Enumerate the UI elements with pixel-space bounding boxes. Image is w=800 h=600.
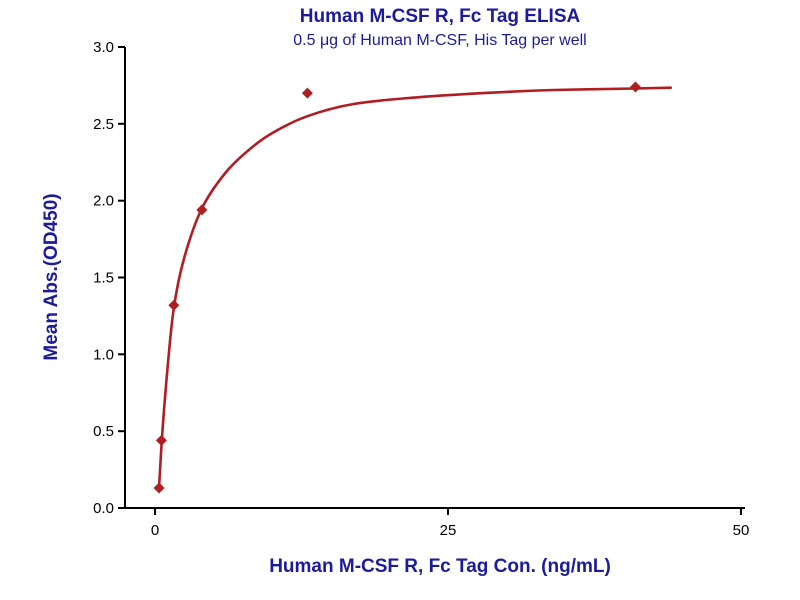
data-point-diamond <box>630 81 641 93</box>
x-axis-ticks: 0 25 50 <box>151 508 750 539</box>
data-point-diamond <box>153 482 165 494</box>
x-tick-label: 25 <box>440 522 457 539</box>
y-tick-label: 3.0 <box>93 39 114 56</box>
y-tick-label: 2.0 <box>93 193 114 210</box>
chart-title: Human M-CSF R, Fc Tag ELISA <box>299 6 581 27</box>
data-point-diamond <box>196 204 208 216</box>
x-tick-label: 50 <box>733 522 750 539</box>
data-point-diamond <box>168 299 180 311</box>
y-axis-ticks: 0.0 0.5 1.0 1.5 2.0 2.5 3.0 <box>93 39 125 517</box>
fit-curve <box>157 86 672 488</box>
y-tick-label: 0.0 <box>93 500 114 517</box>
chart-subtitle: 0.5 μg of Human M-CSF, His Tag per well <box>293 32 587 49</box>
data-point-diamond <box>301 87 313 99</box>
y-tick-label: 1.0 <box>93 346 114 363</box>
y-tick-label: 2.5 <box>93 116 114 133</box>
data-series <box>153 81 641 494</box>
y-tick-label: 0.5 <box>93 423 114 440</box>
y-tick-label: 1.5 <box>93 270 114 287</box>
x-tick-label: 0 <box>151 522 159 539</box>
data-point-diamond <box>155 434 167 446</box>
y-axis-label: Mean Abs.(OD450) <box>41 193 62 361</box>
axes <box>124 47 745 509</box>
x-axis-label: Human M-CSF R, Fc Tag Con. (ng/mL) <box>269 556 611 577</box>
